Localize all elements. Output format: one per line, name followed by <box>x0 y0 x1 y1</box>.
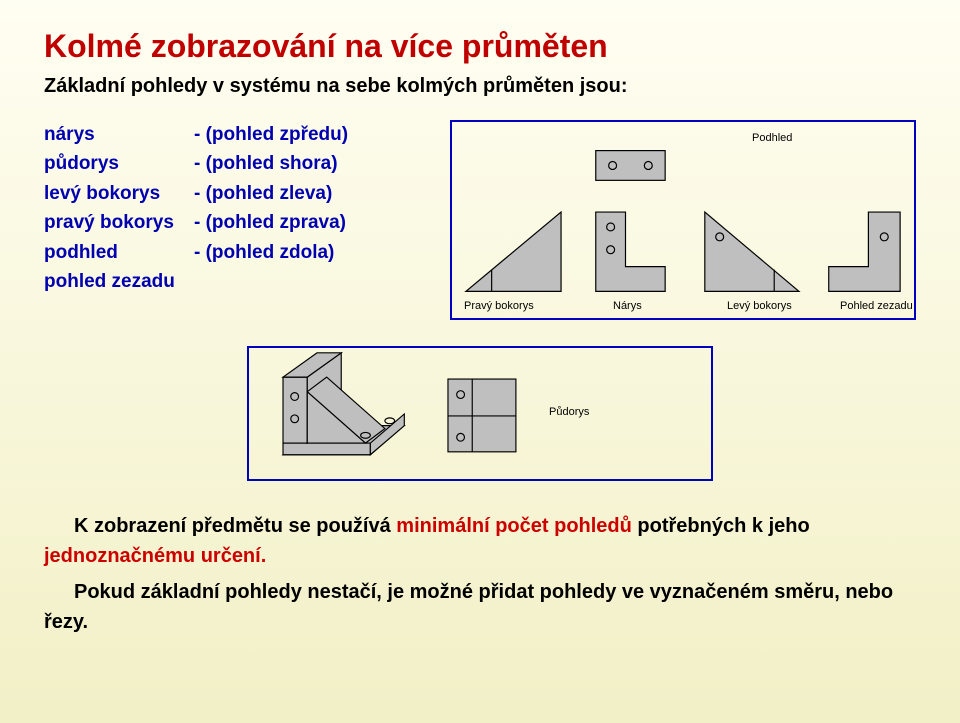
paragraph-1: K zobrazení předmětu se používá minimáln… <box>44 511 916 571</box>
view-term: pohled zezadu <box>44 267 194 296</box>
list-item: pravý bokorys - (pohled zprava) <box>44 208 444 237</box>
view-desc: - (pohled shora) <box>194 149 338 178</box>
page-title: Kolmé zobrazování na více průměten <box>44 28 916 65</box>
paragraph-2: Pokud základní pohledy nestačí, je možné… <box>44 577 916 637</box>
diagram-top-panel: Podhled Pravý bokorys Nárys Levý bokorys… <box>450 120 916 320</box>
slide: Kolmé zobrazování na více průměten Zákla… <box>0 0 960 723</box>
label-levy-bokorys: Levý bokorys <box>727 300 792 312</box>
view-term: půdorys <box>44 149 194 178</box>
diagram-bottom-panel: Půdorys <box>247 346 713 481</box>
label-narys: Nárys <box>613 300 642 312</box>
content-row: nárys - (pohled zpředu) půdorys - (pohle… <box>44 120 916 320</box>
view-term: podhled <box>44 238 194 267</box>
label-pudorys: Půdorys <box>549 406 589 418</box>
view-desc: - (pohled zleva) <box>194 179 332 208</box>
p1-pre: K zobrazení předmětu se používá <box>74 515 396 537</box>
diagram-top-svg <box>452 122 914 318</box>
list-item: podhled - (pohled zdola) <box>44 238 444 267</box>
diagram-bottom-wrap: Půdorys <box>44 346 916 481</box>
label-pravy-bokorys: Pravý bokorys <box>464 300 534 312</box>
list-item: půdorys - (pohled shora) <box>44 149 444 178</box>
p1-highlight-2: jednoznačnému určení. <box>44 545 266 567</box>
p1-mid: potřebných k jeho <box>632 515 810 537</box>
p2-text: Pokud základní pohledy nestačí, je možné… <box>44 581 893 633</box>
view-term: nárys <box>44 120 194 149</box>
list-item: nárys - (pohled zpředu) <box>44 120 444 149</box>
subtitle: Základní pohledy v systému na sebe kolmý… <box>44 75 916 98</box>
diagram-bottom-svg <box>249 348 711 479</box>
view-term: levý bokorys <box>44 179 194 208</box>
p1-highlight-1: minimální počet pohledů <box>396 515 632 537</box>
list-item: levý bokorys - (pohled zleva) <box>44 179 444 208</box>
label-pohled-zezadu: Pohled zezadu <box>840 300 913 312</box>
label-podhled: Podhled <box>752 132 792 144</box>
view-desc: - (pohled zdola) <box>194 238 334 267</box>
view-desc: - (pohled zpředu) <box>194 120 348 149</box>
body-text: K zobrazení předmětu se používá minimáln… <box>44 511 916 643</box>
view-term: pravý bokorys <box>44 208 194 237</box>
list-item: pohled zezadu <box>44 267 444 296</box>
views-list: nárys - (pohled zpředu) půdorys - (pohle… <box>44 120 444 320</box>
view-desc: - (pohled zprava) <box>194 208 346 237</box>
